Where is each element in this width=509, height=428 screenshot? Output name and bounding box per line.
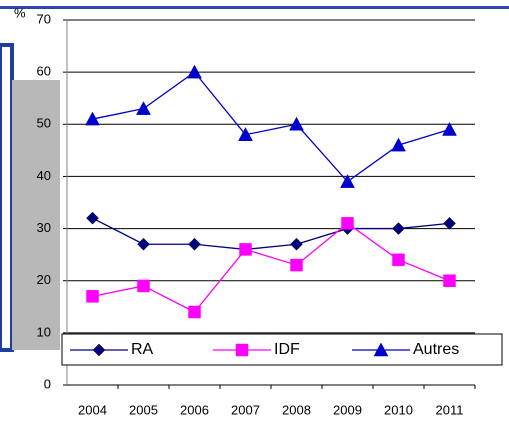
- point: [443, 274, 456, 287]
- point: [289, 116, 304, 131]
- legend: RA IDF Autres: [61, 333, 503, 366]
- point: [290, 258, 303, 272]
- point: [238, 127, 253, 141]
- point: [392, 253, 405, 267]
- point: [86, 290, 99, 303]
- top-rule: [0, 6, 509, 9]
- point: [187, 64, 202, 79]
- legend-box: [61, 333, 503, 366]
- legend-marker: [235, 343, 249, 357]
- legend-label: RA: [131, 341, 154, 358]
- series-line: [92, 222, 450, 313]
- point: [188, 305, 201, 319]
- y-tick-label: 40: [37, 168, 51, 183]
- y-tick-label: 0: [44, 376, 51, 391]
- y-tick-label: 50: [37, 116, 51, 131]
- x-tick-label: 2009: [333, 402, 362, 417]
- x-tick-label: 2006: [180, 402, 209, 417]
- x-tick-label: 2005: [129, 402, 158, 417]
- point: [340, 174, 355, 188]
- point: [239, 243, 252, 256]
- point: [85, 111, 100, 126]
- y-tick-label: 70: [37, 11, 51, 26]
- chart-background: [62, 18, 502, 388]
- y-tick-label: 10: [37, 324, 51, 339]
- x-tick-label: 2010: [384, 402, 413, 417]
- point: [391, 137, 406, 152]
- legend-marker: [92, 343, 106, 357]
- y-axis-label: %: [14, 5, 26, 20]
- point: [136, 101, 151, 115]
- x-tick-label: 2008: [282, 402, 311, 417]
- point: [137, 279, 150, 293]
- x-tick-label: 2011: [436, 402, 464, 417]
- x-tick-label: 2007: [231, 402, 260, 417]
- legend-marker: [373, 342, 389, 357]
- point: [137, 237, 150, 251]
- point: [188, 237, 201, 251]
- y-tick-label: 30: [37, 220, 51, 235]
- x-tick-label: 2004: [78, 402, 107, 417]
- legend-label: IDF: [274, 341, 300, 358]
- y-tick-label: 60: [37, 64, 51, 79]
- point: [86, 211, 99, 225]
- point: [341, 217, 354, 230]
- point: [443, 217, 456, 230]
- series-line: [92, 217, 450, 251]
- series-line: [92, 71, 450, 183]
- legend-label: Autres: [413, 341, 459, 358]
- point: [392, 222, 405, 235]
- side-panel-border: [0, 43, 14, 352]
- side-panel: [12, 80, 60, 350]
- point: [442, 121, 457, 136]
- point: [290, 237, 303, 251]
- y-tick-label: 20: [37, 272, 51, 287]
